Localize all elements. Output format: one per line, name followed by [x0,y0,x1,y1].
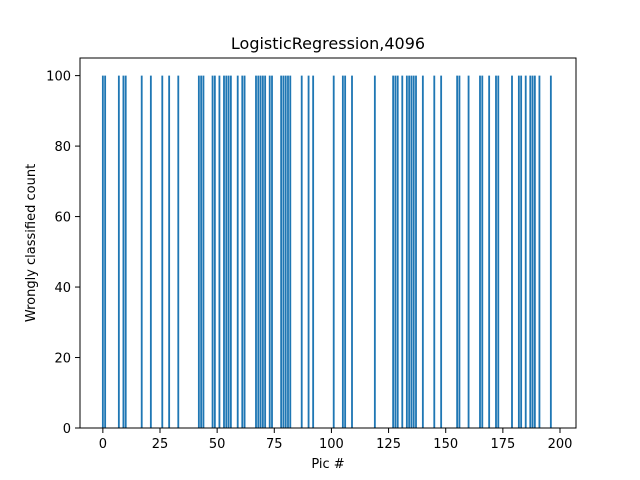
bar [300,75,303,428]
bar [312,75,315,428]
x-tick-label: 175 [490,437,515,452]
bar [520,75,523,428]
bar [177,75,180,428]
bar [140,75,143,428]
bar [517,75,520,428]
bar [225,75,228,428]
bar [236,75,239,428]
bar [213,75,216,428]
x-tick-label: 25 [152,437,169,452]
bar [101,75,104,428]
bar [396,75,399,428]
bar [307,75,310,428]
x-tick-label: 100 [319,437,344,452]
bar [284,75,287,428]
bar [211,75,214,428]
bar [440,75,443,428]
bar [229,75,232,428]
bar [268,75,271,428]
y-tick-label: 0 [63,422,71,437]
bar [401,75,404,428]
x-tick-label: 150 [433,437,458,452]
bar [488,75,491,428]
bar [124,75,127,428]
bar [282,75,285,428]
bar [227,75,230,428]
bar [394,75,397,428]
bar [538,75,541,428]
bar [122,75,125,428]
bar [456,75,459,428]
bar [257,75,260,428]
x-tick-label: 50 [209,437,226,452]
bar [341,75,344,428]
chart-title: LogisticRegression,4096 [231,34,425,53]
bar [271,75,273,428]
bar [255,75,257,428]
bar [168,75,171,428]
bar [351,75,353,428]
bar [223,75,225,428]
bar [533,75,536,428]
y-tick-label: 100 [46,70,71,85]
bar [405,75,408,428]
bar [149,75,152,428]
bar [344,75,347,428]
bar [280,75,283,428]
bar [202,75,205,428]
bars-group [101,75,552,428]
bar [264,75,267,428]
x-axis-ticks: 0 25 50 75 100 125 150 175 200 [99,428,573,452]
bar [458,75,461,428]
bar [261,75,264,428]
bar [412,75,415,428]
y-tick-label: 80 [54,140,71,155]
x-axis-label: Pic # [311,457,344,472]
bar [104,75,107,428]
bar [373,75,376,428]
y-axis-label: Wrongly classified count [24,164,39,322]
bar [332,75,335,428]
plot-frame [79,57,577,429]
bar [415,75,417,428]
bar [392,75,395,428]
bar [479,75,481,428]
y-axis-ticks: 0 20 40 60 80 100 [46,70,80,437]
x-tick-label: 75 [266,437,283,452]
bar [495,75,497,428]
y-tick-label: 20 [54,352,71,367]
x-tick-label: 125 [376,437,401,452]
bar [161,75,164,428]
bar [243,75,246,428]
bar [410,75,413,428]
bar [467,75,470,428]
bar [218,75,221,428]
bar [241,75,244,428]
bar [549,75,552,428]
y-tick-label: 40 [54,281,71,296]
bar [529,75,532,428]
bar [421,75,424,428]
bar [481,75,484,428]
bar [197,75,200,428]
bar [408,75,411,428]
bar [287,75,289,428]
x-tick-label: 0 [99,437,107,452]
bar [524,75,527,428]
x-tick-label: 200 [548,437,573,452]
bar [117,75,120,428]
bar [200,75,203,428]
y-tick-label: 60 [54,211,71,226]
bar [259,75,262,428]
bar [531,75,534,428]
bar [433,75,436,428]
bar [497,75,500,428]
bar [511,75,513,428]
bar [289,75,292,428]
